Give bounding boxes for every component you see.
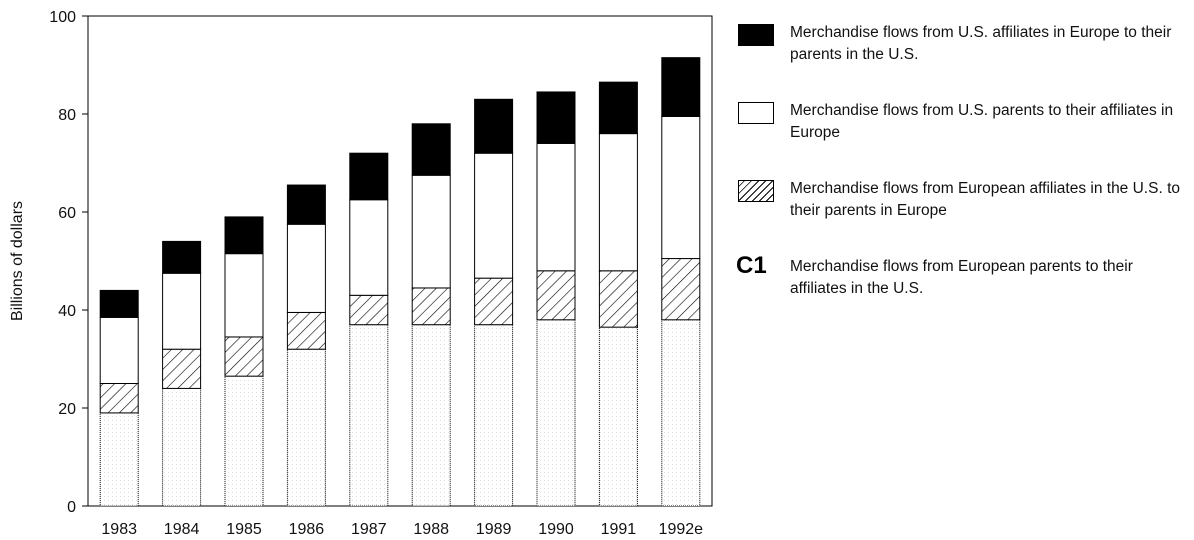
bar-segment: [99, 289, 139, 318]
bar-segment: [349, 324, 389, 507]
bar-segment: [661, 258, 701, 321]
bar-segment: [162, 387, 202, 507]
bar-segment: [411, 324, 451, 507]
x-tick-label: 1984: [164, 521, 200, 538]
bar-segment: [536, 91, 576, 144]
x-tick-label: 1992e: [659, 521, 704, 538]
x-tick-label: 1989: [476, 521, 512, 538]
legend-label: Merchandise flows from European affiliat…: [790, 180, 1180, 219]
bar-segment: [224, 253, 264, 338]
bar-segment: [224, 375, 264, 507]
x-tick-label: 1986: [289, 521, 325, 538]
bar-segment: [474, 152, 514, 279]
y-tick-label: 100: [49, 9, 76, 26]
bar-segment: [598, 270, 638, 328]
x-tick-label: 1988: [413, 521, 449, 538]
bar-segment: [474, 277, 514, 326]
bar-segment: [99, 383, 139, 414]
bar-segment: [411, 174, 451, 289]
bar-segment: [474, 98, 514, 154]
bar-segment: [536, 270, 576, 321]
bar-segment: [598, 81, 638, 135]
bar-segment: [349, 152, 389, 201]
y-tick-label: 40: [58, 303, 76, 320]
x-tick-label: 1990: [538, 521, 574, 538]
bar-segment: [411, 287, 451, 326]
bar-segment: [99, 316, 139, 385]
bar-segment: [474, 324, 514, 507]
legend-marker: [738, 24, 774, 46]
bar-segment: [286, 348, 326, 507]
bar-segment: [411, 123, 451, 176]
legend-label: Merchandise flows from U.S. parents to t…: [790, 102, 1174, 141]
bar-segment: [598, 326, 638, 507]
bar-segment: [286, 184, 326, 225]
bar-segment: [162, 240, 202, 274]
legend-label: Merchandise flows from European parents …: [790, 258, 1133, 297]
legend-marker-label: C1: [736, 252, 767, 279]
bar-segment: [536, 319, 576, 507]
bar-segment: [598, 133, 638, 272]
bar-segment: [661, 115, 701, 260]
bar-segment: [286, 311, 326, 350]
legend-label: Merchandise flows from U.S. affiliates i…: [790, 24, 1172, 63]
bar-segment: [162, 272, 202, 350]
x-tick-label: 1985: [226, 521, 262, 538]
x-tick-label: 1991: [601, 521, 637, 538]
x-tick-label: 1983: [101, 521, 137, 538]
bar-segment: [661, 57, 701, 117]
bar-segment: [536, 142, 576, 272]
plot-frame: [87, 15, 713, 507]
bar-segment: [224, 216, 264, 255]
y-tick-label: 80: [58, 107, 76, 124]
y-tick-label: 0: [67, 499, 76, 516]
bar-segment: [99, 412, 139, 507]
bar-segment: [349, 294, 389, 326]
x-tick-label: 1987: [351, 521, 387, 538]
bar-segment: [286, 223, 326, 313]
bar-segment: [349, 199, 389, 296]
legend-marker: [738, 180, 774, 202]
y-axis-label: Billions of dollars: [9, 201, 26, 321]
bar-segment: [162, 348, 202, 389]
y-tick-label: 60: [58, 205, 76, 222]
bar-segment: [661, 319, 701, 507]
legend-marker: [738, 102, 774, 124]
bar-segment: [224, 336, 264, 377]
y-tick-label: 20: [58, 401, 76, 418]
